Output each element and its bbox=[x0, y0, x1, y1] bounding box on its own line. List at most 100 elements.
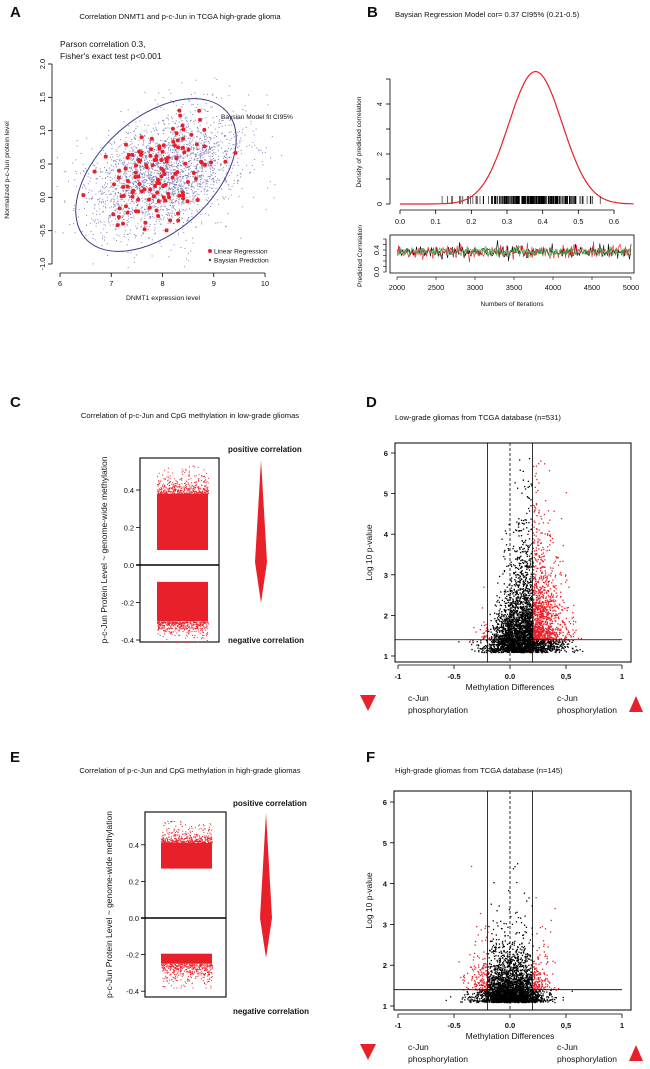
bayesian-prediction-point bbox=[196, 181, 198, 183]
bayesian-prediction-point bbox=[208, 148, 210, 150]
negative-correlation-point bbox=[157, 629, 159, 630]
bayesian-prediction-point bbox=[145, 199, 147, 201]
bayesian-prediction-point bbox=[202, 165, 204, 167]
positive-correlation-point bbox=[159, 490, 161, 492]
bayesian-prediction-point bbox=[130, 168, 132, 170]
bayesian-prediction-point bbox=[153, 139, 155, 141]
bayesian-prediction-point bbox=[124, 140, 126, 142]
bayesian-prediction-point bbox=[142, 180, 144, 182]
positive-correlation-point bbox=[179, 485, 181, 487]
bayesian-prediction-point bbox=[195, 156, 196, 158]
negative-correlation-point bbox=[210, 968, 212, 970]
bayesian-prediction-point bbox=[202, 175, 204, 177]
positive-correlation-point bbox=[183, 490, 185, 492]
negative-correlation-point bbox=[192, 972, 194, 974]
bayesian-prediction-point bbox=[133, 131, 135, 132]
bayesian-prediction-point bbox=[196, 210, 198, 212]
positive-correlation-point bbox=[198, 480, 199, 482]
bayesian-prediction-point bbox=[215, 187, 217, 189]
bayesian-prediction-point bbox=[163, 209, 165, 211]
negative-correlation-point bbox=[206, 965, 208, 967]
bayesian-prediction-point bbox=[162, 195, 163, 197]
positive-correlation-point bbox=[166, 842, 168, 844]
bayesian-prediction-point bbox=[168, 177, 169, 178]
bayesian-prediction-point bbox=[183, 114, 185, 115]
bayesian-prediction-point bbox=[182, 169, 184, 171]
bayesian-prediction-point bbox=[153, 217, 155, 219]
bayesian-prediction-point bbox=[120, 144, 122, 146]
negative-correlation-point bbox=[164, 963, 166, 965]
positive-correlation-point bbox=[202, 836, 203, 838]
positive-correlation-point bbox=[194, 491, 196, 493]
positive-correlation-point bbox=[195, 475, 197, 477]
bayesian-prediction-point bbox=[142, 172, 144, 174]
negative-correlation-point bbox=[181, 626, 183, 627]
y-tick-label: 0.2 bbox=[124, 524, 134, 533]
bayesian-prediction-point bbox=[117, 195, 118, 197]
bayesian-prediction-point bbox=[206, 189, 208, 191]
bayesian-prediction-point bbox=[146, 225, 148, 227]
bayesian-prediction-point bbox=[186, 121, 188, 123]
bayesian-prediction-point bbox=[165, 165, 167, 167]
bayesian-prediction-point bbox=[162, 172, 163, 174]
bayesian-prediction-point bbox=[110, 143, 112, 144]
positive-correlation-point bbox=[161, 493, 162, 495]
bayesian-prediction-point bbox=[160, 196, 162, 198]
bayesian-prediction-point bbox=[175, 113, 177, 115]
positive-correlation-point bbox=[187, 836, 189, 838]
positive-correlation-point bbox=[182, 487, 184, 489]
bayesian-prediction-point bbox=[267, 104, 269, 106]
positive-correlation-point bbox=[190, 842, 192, 844]
negative-correlation-point bbox=[183, 963, 185, 965]
positive-correlation-point bbox=[163, 478, 165, 479]
bayesian-prediction-point bbox=[76, 173, 78, 175]
bayesian-prediction-point bbox=[198, 153, 200, 155]
positive-correlation-point bbox=[175, 838, 177, 840]
nonsignificant-point bbox=[495, 630, 497, 632]
bayesian-prediction-point bbox=[208, 151, 210, 153]
positive-correlation-point bbox=[203, 476, 205, 478]
bayesian-prediction-point bbox=[215, 222, 217, 224]
positive-correlation-point bbox=[209, 823, 211, 825]
bayesian-prediction-point bbox=[204, 135, 206, 137]
positive-correlation-point bbox=[203, 842, 205, 844]
negative-correlation-point bbox=[166, 978, 168, 980]
bayesian-prediction-point bbox=[174, 215, 176, 216]
bayesian-prediction-point bbox=[157, 199, 159, 200]
bayesian-prediction-point bbox=[165, 167, 167, 169]
positive-correlation-point bbox=[166, 476, 168, 478]
bayesian-prediction-point bbox=[177, 174, 178, 176]
bayesian-prediction-point bbox=[146, 211, 148, 213]
bayesian-prediction-point bbox=[109, 193, 111, 195]
bayesian-prediction-point bbox=[94, 204, 96, 206]
bayesian-prediction-point bbox=[230, 149, 232, 151]
bayesian-prediction-point bbox=[152, 192, 154, 194]
bayesian-prediction-point bbox=[150, 191, 152, 193]
bayesian-prediction-point bbox=[203, 188, 205, 190]
negative-correlation-point bbox=[161, 624, 163, 625]
bayesian-prediction-point bbox=[244, 105, 246, 107]
bayesian-prediction-point bbox=[153, 156, 155, 158]
bayesian-prediction-point bbox=[179, 172, 181, 174]
bayesian-prediction-point bbox=[75, 171, 77, 172]
bayesian-prediction-point bbox=[208, 214, 210, 216]
bayesian-prediction-point bbox=[202, 169, 204, 171]
bayesian-prediction-point bbox=[126, 190, 128, 192]
y-axis-label: p-c-Jun Protein Level ~ genome-wide meth… bbox=[99, 456, 109, 643]
positive-correlation-point bbox=[194, 836, 196, 838]
positive-correlation-point bbox=[165, 486, 167, 488]
bayesian-prediction-point bbox=[199, 186, 201, 188]
bayesian-prediction-point bbox=[228, 95, 230, 97]
positive-correlation-point bbox=[191, 827, 193, 829]
bayesian-prediction-point bbox=[141, 197, 143, 199]
bayesian-prediction-point bbox=[113, 196, 115, 198]
negative-correlation-point bbox=[201, 966, 203, 968]
bayesian-prediction-point bbox=[253, 134, 255, 136]
negative-correlation-point bbox=[197, 625, 199, 627]
bayesian-prediction-point bbox=[133, 156, 135, 158]
linear-regression-point bbox=[174, 131, 179, 136]
positive-correlation-point bbox=[191, 492, 193, 494]
bayesian-prediction-point bbox=[152, 182, 154, 184]
bayesian-prediction-point bbox=[124, 166, 126, 168]
